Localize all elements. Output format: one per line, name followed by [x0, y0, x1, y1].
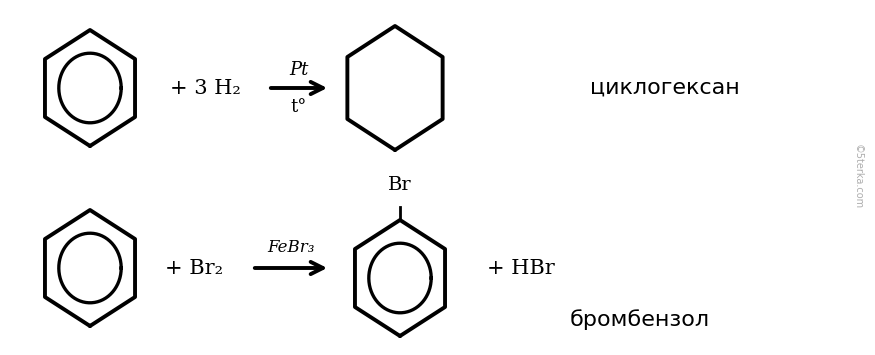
Text: циклогексан: циклогексан	[590, 78, 739, 98]
Text: + Br₂: + Br₂	[165, 258, 223, 278]
Text: Pt: Pt	[290, 61, 309, 79]
Text: бромбензол: бромбензол	[570, 310, 710, 331]
Text: ©5terka.com: ©5terka.com	[853, 144, 863, 209]
Text: FeBr₃: FeBr₃	[268, 240, 315, 257]
Text: t°: t°	[290, 98, 307, 116]
Text: + HBr: + HBr	[487, 258, 555, 278]
Text: Br: Br	[388, 176, 412, 194]
Text: + 3 H₂: + 3 H₂	[170, 78, 241, 98]
